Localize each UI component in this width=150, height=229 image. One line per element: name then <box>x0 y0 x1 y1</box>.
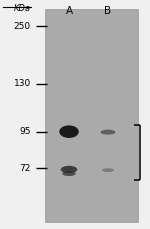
Text: 72: 72 <box>19 164 31 173</box>
Ellipse shape <box>61 166 77 173</box>
Ellipse shape <box>100 130 116 135</box>
Ellipse shape <box>62 171 76 176</box>
Text: B: B <box>104 6 112 16</box>
Text: A: A <box>65 6 73 16</box>
Ellipse shape <box>102 168 114 172</box>
Bar <box>45 9 138 222</box>
Text: KDa: KDa <box>14 4 31 13</box>
Text: 130: 130 <box>14 79 31 88</box>
Text: 250: 250 <box>14 22 31 31</box>
Text: 95: 95 <box>19 127 31 136</box>
Ellipse shape <box>59 125 79 138</box>
